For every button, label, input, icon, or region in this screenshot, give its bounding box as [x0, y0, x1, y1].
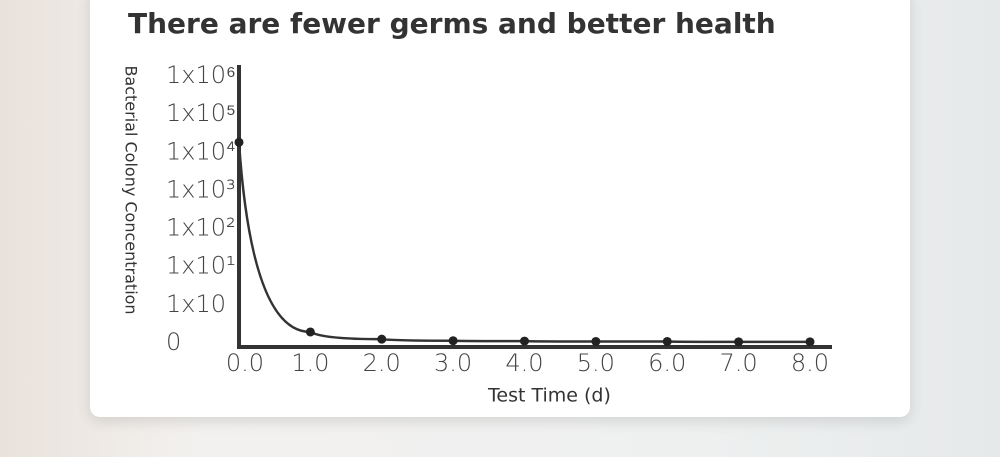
data-point: [305, 327, 315, 337]
y-tick-label: 0: [166, 328, 181, 356]
x-tick-label: 0.0: [226, 349, 264, 377]
data-line: [237, 142, 810, 344]
data-point: [662, 336, 672, 346]
x-tick-label: 5.0: [577, 349, 615, 377]
data-point: [448, 336, 458, 346]
x-tick-label: 6.0: [648, 349, 686, 377]
y-tick-label: 1x10⁵: [166, 99, 236, 127]
y-axis-label: Bacterial Colony Concentration: [122, 65, 141, 314]
chart-title: There are fewer germs and better health: [128, 7, 776, 40]
data-point: [591, 336, 601, 346]
data-point: [234, 137, 244, 147]
x-tick-label: 8.0: [791, 349, 829, 377]
data-point: [805, 337, 815, 347]
y-tick-label: 1x10¹: [166, 252, 236, 280]
data-point: [377, 334, 387, 344]
data-point: [734, 337, 744, 347]
x-tick-label: 4.0: [505, 349, 543, 377]
y-tick-label: 1x10: [166, 290, 226, 318]
x-tick-label: 7.0: [720, 349, 758, 377]
x-tick-label: 1.0: [291, 349, 329, 377]
x-tick-label: 2.0: [363, 349, 401, 377]
x-tick-label: 3.0: [434, 349, 472, 377]
data-point: [520, 336, 529, 346]
y-tick-label: 1x10³: [166, 175, 236, 203]
y-tick-label: 1x10⁴: [166, 137, 236, 165]
y-tick-label: 1x10⁶: [166, 61, 236, 89]
x-axis-label: Test Time (d): [487, 385, 611, 407]
y-tick-label: 1x10²: [166, 214, 236, 242]
